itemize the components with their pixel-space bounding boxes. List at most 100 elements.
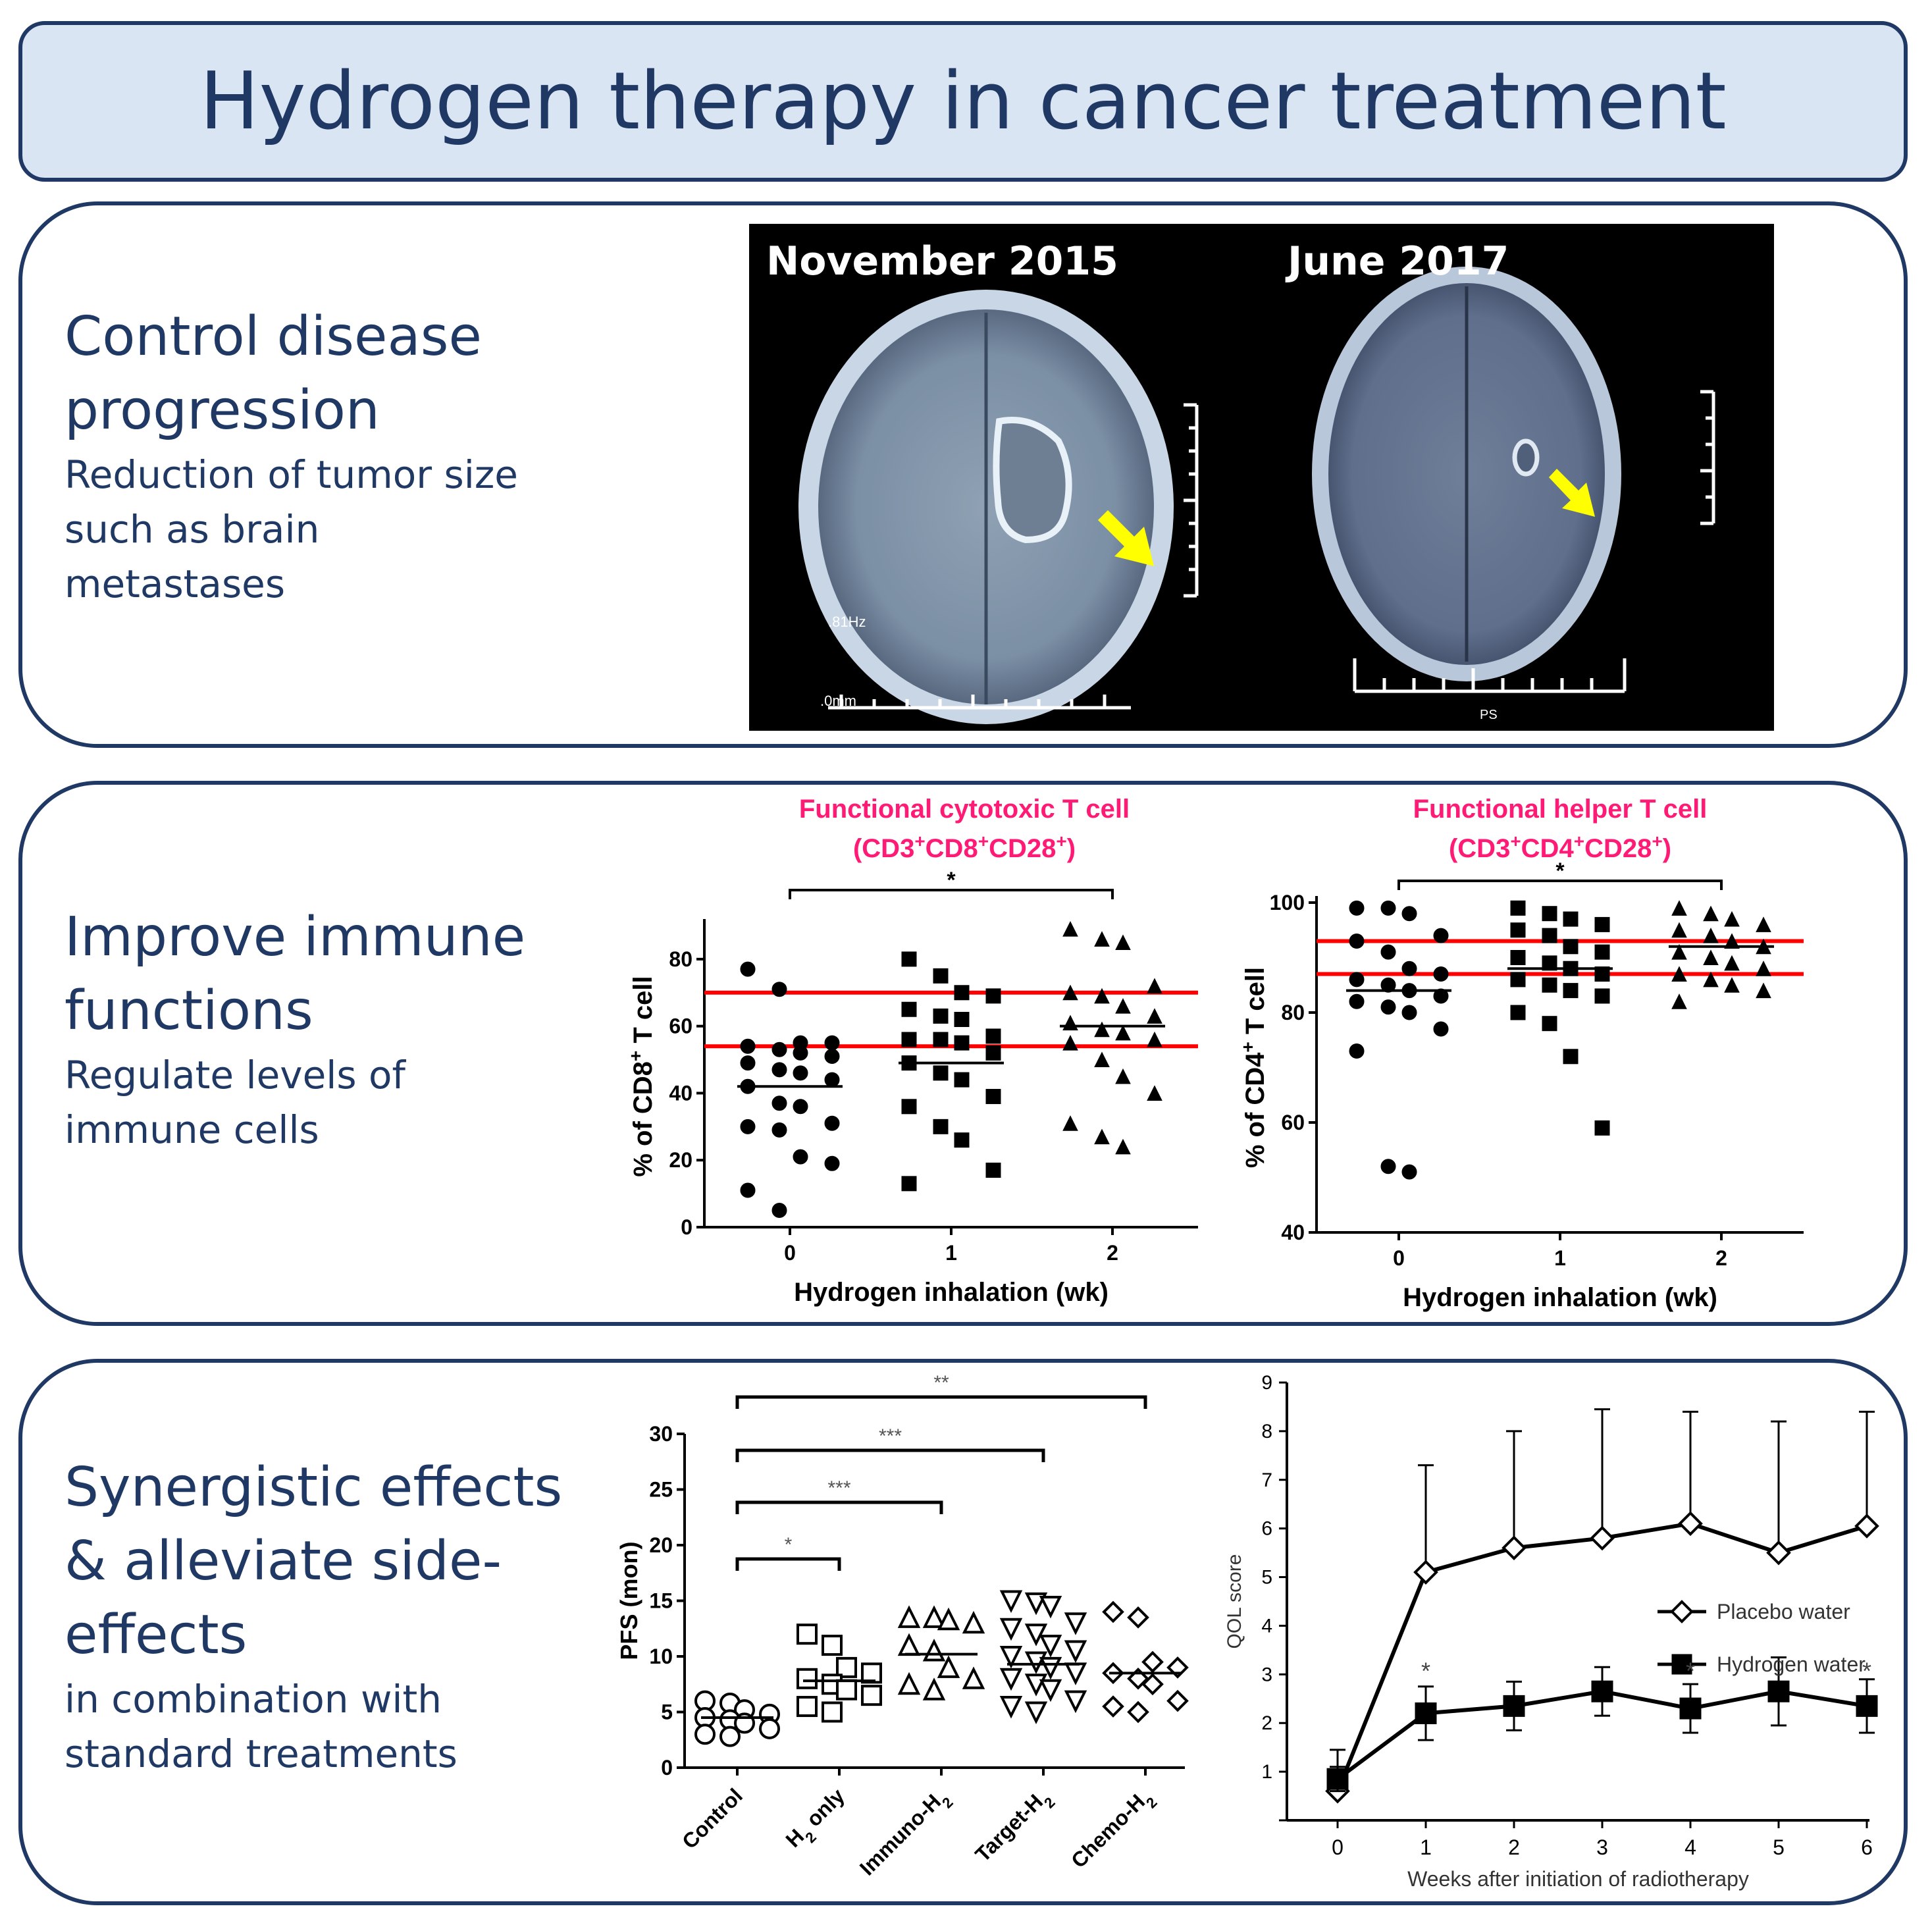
data-point xyxy=(999,1590,1023,1613)
x-tick-label: 0 xyxy=(1393,1246,1405,1270)
x-tick-label: 2 xyxy=(1508,1835,1520,1859)
data-point xyxy=(771,1122,787,1138)
y-tick-label: 7 xyxy=(1261,1469,1272,1491)
data-point xyxy=(824,1115,840,1131)
legend-label: Hydrogen water xyxy=(1717,1652,1866,1676)
data-point xyxy=(933,1119,949,1134)
data-point xyxy=(1563,983,1579,999)
data-point xyxy=(822,1701,843,1723)
x-tick-label: 3 xyxy=(1596,1835,1608,1859)
data-point xyxy=(1563,1049,1579,1065)
data-point xyxy=(1147,1008,1162,1024)
y-tick-label: 100 xyxy=(1270,891,1305,914)
data-point xyxy=(1671,922,1687,938)
x-tick-label: 1 xyxy=(945,1241,957,1265)
data-point xyxy=(1094,931,1110,947)
data-point xyxy=(922,1677,946,1701)
data-point xyxy=(1594,988,1610,1004)
y-tick-label: 60 xyxy=(1281,1111,1305,1134)
data-point xyxy=(740,1038,756,1054)
y-tick-label: 5 xyxy=(661,1701,673,1724)
data-point xyxy=(1380,977,1396,993)
x-tick-label: 0 xyxy=(1332,1835,1344,1859)
data-point xyxy=(1147,978,1162,994)
data-point xyxy=(1671,993,1687,1009)
data-point xyxy=(793,1149,808,1165)
data-point xyxy=(1703,905,1719,922)
data-point xyxy=(861,1662,882,1684)
significance-label: * xyxy=(1555,858,1565,883)
data-point xyxy=(933,968,949,984)
significance-label: ** xyxy=(933,1372,949,1394)
panel3-text: Synergistic effects & alleviate side- ef… xyxy=(65,1451,562,1781)
data-point xyxy=(1094,1021,1110,1038)
data-point xyxy=(694,1724,716,1745)
y-tick-label: 40 xyxy=(1281,1221,1305,1244)
data-point xyxy=(999,1668,1023,1691)
data-point xyxy=(1854,1514,1879,1539)
panel1-sub-line3: metastases xyxy=(65,562,286,606)
data-point xyxy=(1671,944,1687,960)
data-point xyxy=(1724,955,1740,971)
y-axis-label: QOL score xyxy=(1224,1554,1245,1649)
data-point xyxy=(985,1045,1001,1061)
data-point xyxy=(1756,916,1771,932)
panel3-heading-line2: & alleviate side- xyxy=(65,1530,502,1593)
series-week-1 xyxy=(1510,900,1610,1136)
data-point xyxy=(954,1035,970,1051)
series-week-1 xyxy=(901,951,1001,1192)
data-point xyxy=(1767,1680,1790,1702)
data-point xyxy=(1679,1697,1702,1720)
data-point xyxy=(1380,1159,1396,1174)
data-point xyxy=(1510,972,1526,988)
data-point xyxy=(1401,1164,1417,1180)
data-point xyxy=(985,1089,1001,1105)
data-point xyxy=(1349,933,1365,949)
data-point xyxy=(1039,1595,1062,1619)
x-tick-label: 2 xyxy=(1715,1246,1727,1270)
data-point xyxy=(796,1696,818,1718)
panel2-text: Improve immune functions Regulate levels… xyxy=(65,901,525,1157)
chart-subtitle: (CD3+CD4+CD28+) xyxy=(1449,831,1671,864)
y-tick-label: 10 xyxy=(649,1645,673,1668)
panel3-sub-line2: standard treatments xyxy=(65,1731,457,1776)
data-point xyxy=(1349,993,1365,1009)
data-point xyxy=(1591,1680,1613,1702)
data-point xyxy=(1594,916,1610,932)
y-tick-label: 5 xyxy=(1261,1567,1272,1589)
data-point xyxy=(1349,900,1365,916)
data-point xyxy=(1147,1031,1162,1047)
chart-subtitle: (CD3+CD8+CD28+) xyxy=(853,831,1076,864)
data-point xyxy=(1724,910,1740,927)
data-point xyxy=(1594,1120,1610,1136)
significance-label: * xyxy=(785,1534,793,1556)
data-point xyxy=(1563,911,1579,927)
significance-label: * xyxy=(1421,1658,1430,1685)
data-point xyxy=(1542,977,1557,993)
y-tick-label: 4 xyxy=(1261,1615,1272,1637)
data-point xyxy=(740,1119,756,1134)
data-point xyxy=(1064,1640,1087,1664)
data-point xyxy=(1503,1695,1525,1717)
data-point xyxy=(901,1032,917,1047)
panel-immune-functions xyxy=(18,781,1908,1326)
data-point xyxy=(1856,1695,1878,1717)
data-point xyxy=(962,1610,985,1634)
x-tick-label: 1 xyxy=(1420,1835,1432,1859)
data-point xyxy=(824,1155,840,1171)
y-axis-label: PFS (mon) xyxy=(615,1542,642,1660)
data-point xyxy=(1127,1606,1149,1629)
panel1-heading-line2: progression xyxy=(65,379,380,442)
data-point xyxy=(1766,1540,1791,1566)
data-point xyxy=(1594,944,1610,960)
data-point xyxy=(1724,933,1740,949)
data-point xyxy=(937,1655,960,1678)
series-chemo-h2 xyxy=(1102,1600,1189,1724)
data-point xyxy=(933,1065,949,1081)
data-point xyxy=(1678,1511,1703,1537)
data-point xyxy=(1380,900,1396,916)
y-tick-label: 60 xyxy=(669,1015,692,1038)
x-axis-label: Hydrogen inhalation (wk) xyxy=(794,1278,1109,1307)
y-axis-label: % of CD4+ T cell xyxy=(1238,967,1270,1168)
series-placebo-water xyxy=(1325,1408,1879,1804)
